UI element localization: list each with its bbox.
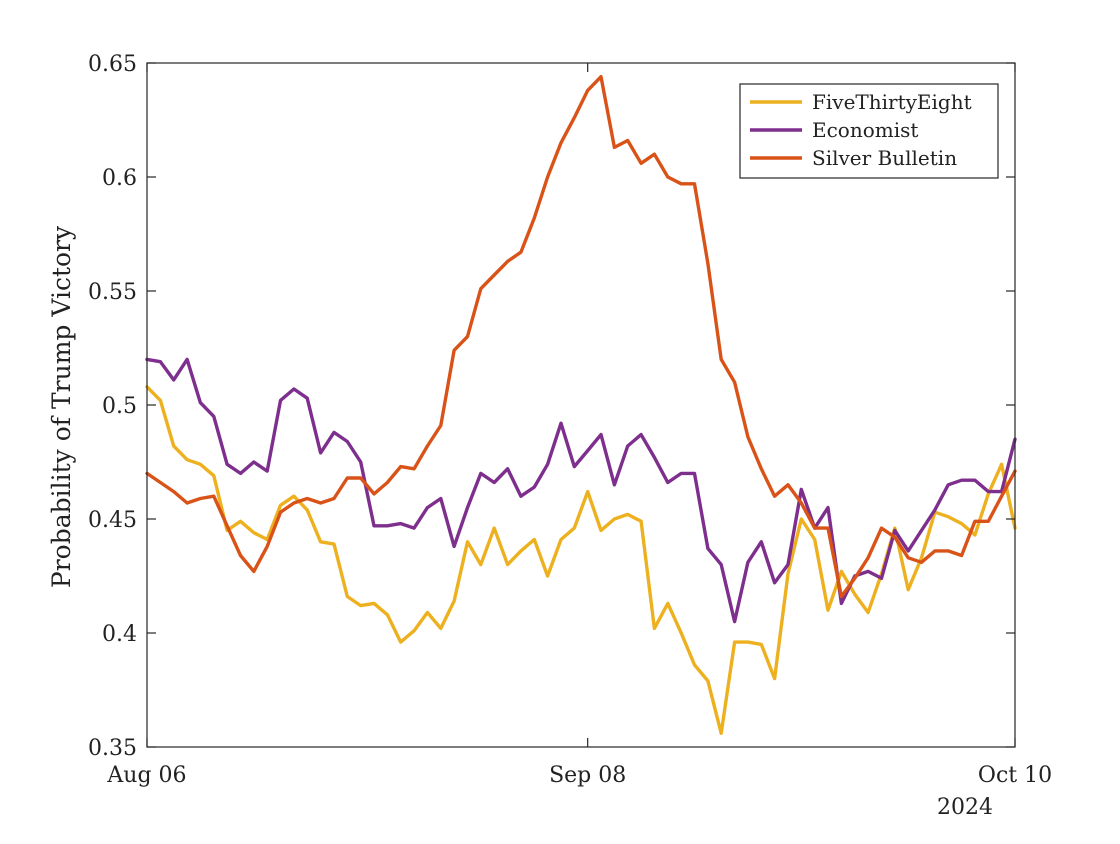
series-line-fivethirtyeight: [145, 385, 1017, 735]
x-axis-year-label: 2024: [937, 795, 993, 820]
legend: FiveThirtyEight Economist Silver Bulletin: [739, 83, 999, 179]
y-tick-label: 0.5: [102, 394, 137, 419]
x-tick-label: Sep 08: [549, 763, 626, 788]
y-tick-label: 0.55: [88, 280, 137, 305]
legend-label: Economist: [812, 118, 918, 142]
y-tick-label: 0.4: [102, 622, 137, 647]
series-layer: [145, 75, 1017, 735]
x-tick-label: Aug 06: [106, 763, 186, 788]
legend-label: Silver Bulletin: [812, 146, 957, 170]
axes-layer: 0.35 0.4 0.45 0.5 0.55 0.6 0.65 Aug 06 Sep 08 Oct…: [88, 52, 1052, 788]
y-axis-title: Probability of Trump Victory: [47, 225, 76, 588]
y-tick-label: 0.45: [88, 508, 137, 533]
y-tick-label: 0.35: [88, 736, 137, 761]
series-line-silver-bulletin: [145, 75, 1017, 599]
y-tick-label: 0.65: [88, 52, 137, 77]
legend-label: FiveThirtyEight: [812, 90, 972, 114]
x-tick-label: Oct 10: [978, 763, 1052, 788]
series-line-economist: [145, 357, 1017, 624]
y-tick-label: 0.6: [102, 166, 137, 191]
